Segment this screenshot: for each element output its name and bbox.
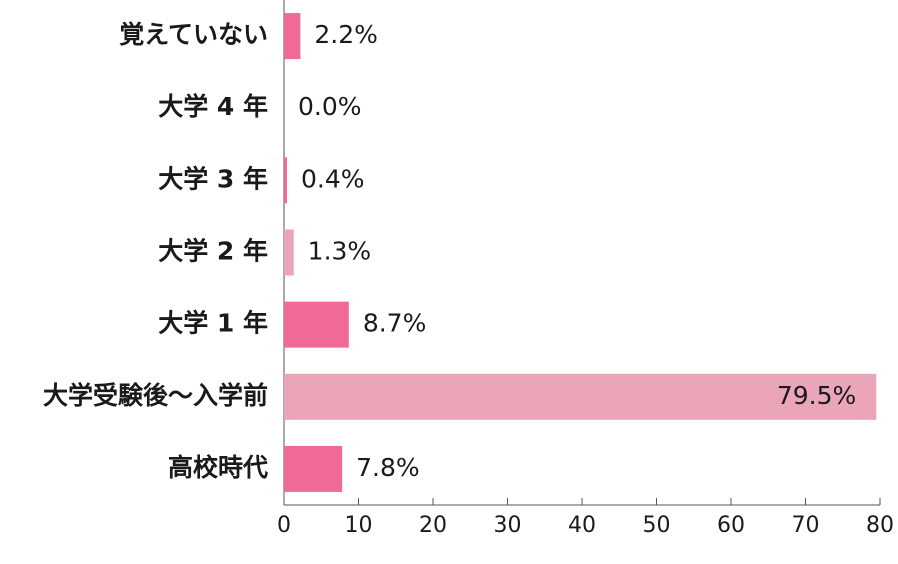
category-label: 大学 3 年 — [158, 164, 268, 193]
category-label: 大学受験後〜入学前 — [43, 381, 268, 410]
category-label: 大学 4 年 — [158, 92, 268, 121]
x-tick-label: 60 — [717, 513, 745, 538]
value-label: 0.0% — [298, 92, 362, 121]
category-label: 覚えていない — [119, 20, 268, 49]
x-tick-label: 70 — [792, 513, 820, 538]
bar — [284, 445, 343, 492]
value-label: 8.7% — [363, 309, 427, 338]
category-label: 高校時代 — [168, 453, 268, 482]
value-label: 0.4% — [301, 164, 365, 193]
x-tick-label: 0 — [277, 513, 291, 538]
bar — [284, 229, 294, 276]
value-label: 7.8% — [356, 453, 420, 482]
value-label: 2.2% — [314, 20, 378, 49]
x-tick-label: 80 — [866, 513, 894, 538]
category-label: 大学 2 年 — [158, 237, 268, 266]
value-label: 79.5% — [777, 381, 856, 410]
x-tick-label: 30 — [494, 513, 522, 538]
bar — [284, 157, 287, 204]
bar — [284, 301, 349, 348]
x-tick-label: 10 — [345, 513, 373, 538]
x-tick-label: 40 — [568, 513, 596, 538]
x-tick-label: 50 — [643, 513, 671, 538]
value-label: 1.3% — [308, 237, 372, 266]
bar — [284, 13, 301, 60]
category-label: 大学 1 年 — [158, 309, 268, 338]
bar — [284, 373, 877, 420]
x-tick-label: 20 — [419, 513, 447, 538]
